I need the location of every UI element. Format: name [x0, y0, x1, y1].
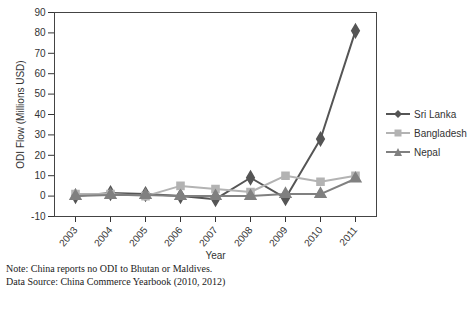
html-text:Nepal: Nepal: [414, 146, 441, 158]
svg-text:2006: 2006: [162, 224, 185, 248]
svg-text:20: 20: [34, 150, 46, 161]
svg-text:2010: 2010: [302, 224, 325, 248]
svg-text:ODI Flow (Millions USD): ODI Flow (Millions USD): [15, 60, 26, 168]
svg-text:Year: Year: [205, 250, 226, 261]
svg-text:10: 10: [34, 170, 46, 181]
svg-text:80: 80: [34, 27, 46, 38]
svg-text:40: 40: [34, 109, 46, 120]
svg-text:-10: -10: [31, 211, 46, 222]
svg-text:2005: 2005: [127, 224, 150, 248]
svg-text:2007: 2007: [197, 224, 220, 248]
svg-text:60: 60: [34, 68, 46, 79]
svg-text:50: 50: [34, 88, 46, 99]
svg-text:2003: 2003: [57, 224, 80, 248]
svg-text:30: 30: [34, 129, 46, 140]
svg-text:0: 0: [40, 190, 46, 201]
svg-text:70: 70: [34, 48, 46, 59]
html-text:Note: China reports no ODI to: Note: China reports no ODI to Bhutan or …: [6, 263, 213, 274]
svg-text:2011: 2011: [337, 224, 360, 248]
svg-text:2009: 2009: [267, 224, 290, 248]
svg-text:90: 90: [34, 7, 46, 18]
html-text:Bangladesh: Bangladesh: [414, 127, 467, 139]
svg-text:2008: 2008: [232, 224, 255, 248]
svg-text:2004: 2004: [92, 224, 115, 248]
html-text:Sri Lanka: Sri Lanka: [414, 108, 457, 120]
html-text:Data Source: China Commerce Ye: Data Source: China Commerce Yearbook (20…: [6, 276, 226, 287]
